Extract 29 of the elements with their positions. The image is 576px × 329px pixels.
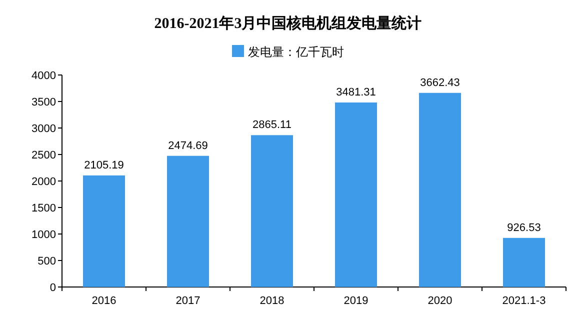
y-tick-label: 500	[38, 256, 56, 268]
legend-label: 发电量：亿千瓦时	[248, 45, 344, 59]
y-tick-label: 2500	[32, 150, 56, 162]
data-label: 2474.69	[168, 140, 208, 152]
data-label: 2865.11	[252, 119, 292, 132]
y-tick-label: 4000	[32, 70, 56, 82]
x-tick-label: 2019	[344, 295, 368, 307]
bar	[167, 156, 209, 287]
y-tick-label: 2000	[32, 176, 56, 188]
x-tick-label: 2018	[260, 295, 284, 307]
bar	[503, 238, 545, 287]
data-label: 2105.19	[84, 159, 124, 172]
bar	[251, 135, 293, 287]
bar	[419, 92, 461, 287]
x-tick-label: 2016	[92, 295, 116, 307]
x-tick-label: 2020	[428, 295, 452, 307]
data-label: 926.53	[507, 222, 541, 234]
y-tick-label: 0	[50, 282, 56, 294]
bar	[83, 175, 125, 287]
x-tick-label: 2021.1-3	[502, 295, 546, 307]
y-tick-label: 1000	[32, 229, 56, 241]
data-label: 3481.31	[336, 86, 376, 98]
chart-title: 2016-2021年3月中国核电机组发电量统计	[154, 15, 422, 32]
y-tick-label: 3500	[32, 96, 56, 108]
x-tick-label: 2017	[176, 295, 200, 307]
data-label: 3662.43	[420, 76, 460, 89]
y-tick-label: 3000	[32, 123, 56, 135]
y-tick-label: 1500	[32, 202, 56, 214]
bar	[335, 102, 377, 287]
